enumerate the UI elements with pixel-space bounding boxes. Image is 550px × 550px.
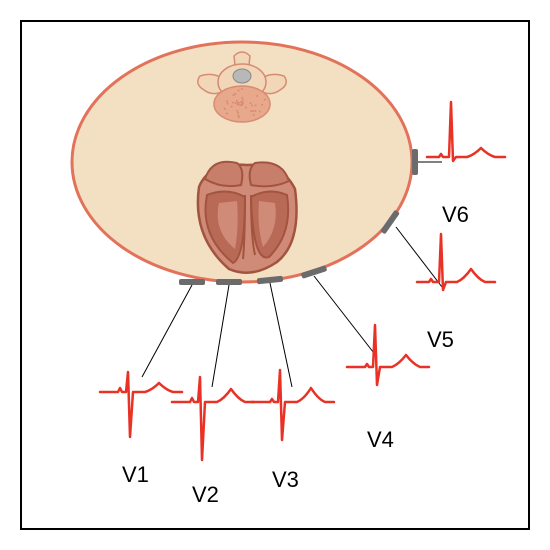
electrode-V2 <box>216 279 242 285</box>
label-v1: V1 <box>122 462 149 488</box>
label-v3: V3 <box>272 467 299 493</box>
ecg-trace-V6 <box>427 102 505 161</box>
ecg-trace-V5 <box>417 234 495 290</box>
ecg-trace-V2 <box>172 377 254 460</box>
diagram-canvas: V1 V2 V3 V4 V5 V6 <box>20 20 530 530</box>
label-v6: V6 <box>442 202 469 228</box>
label-v2: V2 <box>192 482 219 508</box>
label-v5: V5 <box>427 327 454 353</box>
outer-frame: V1 V2 V3 V4 V5 V6 <box>0 0 550 550</box>
electrode-V1 <box>179 279 205 285</box>
diagram-svg <box>22 22 528 528</box>
ecg-trace-V1 <box>100 372 182 437</box>
electrode-V6 <box>412 149 418 175</box>
ecg-trace-V3 <box>252 370 334 440</box>
label-v4: V4 <box>367 427 394 453</box>
